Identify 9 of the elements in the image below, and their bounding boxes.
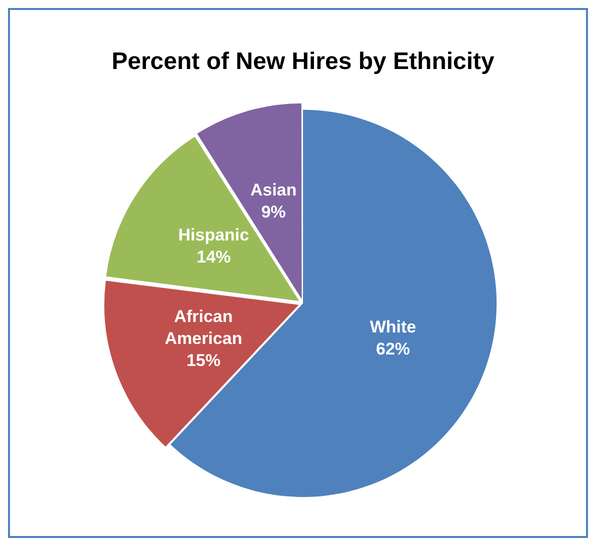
data-label: 14% (196, 247, 231, 266)
slice-label: Hispanic (178, 225, 250, 244)
slice-label: White (370, 318, 416, 337)
chart-title: Percent of New Hires by Ethnicity (112, 48, 496, 76)
data-label: 62% (376, 340, 410, 359)
slice-label: Asian (250, 180, 297, 200)
data-label: 9% (261, 202, 286, 222)
data-label: 15% (186, 350, 220, 370)
slice-label: African American (164, 306, 242, 348)
